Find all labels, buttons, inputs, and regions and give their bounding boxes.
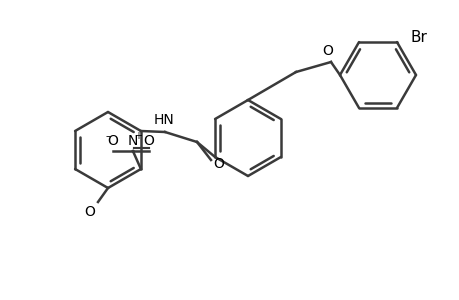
Text: +: + bbox=[134, 131, 141, 141]
Text: O: O bbox=[143, 134, 154, 148]
Text: –: – bbox=[105, 131, 110, 141]
Text: O: O bbox=[322, 44, 333, 58]
Text: O: O bbox=[84, 205, 95, 219]
Text: O: O bbox=[213, 157, 224, 171]
Text: Br: Br bbox=[410, 30, 426, 45]
Text: O: O bbox=[107, 134, 118, 148]
Text: HN: HN bbox=[153, 113, 174, 127]
Text: N: N bbox=[128, 134, 138, 148]
